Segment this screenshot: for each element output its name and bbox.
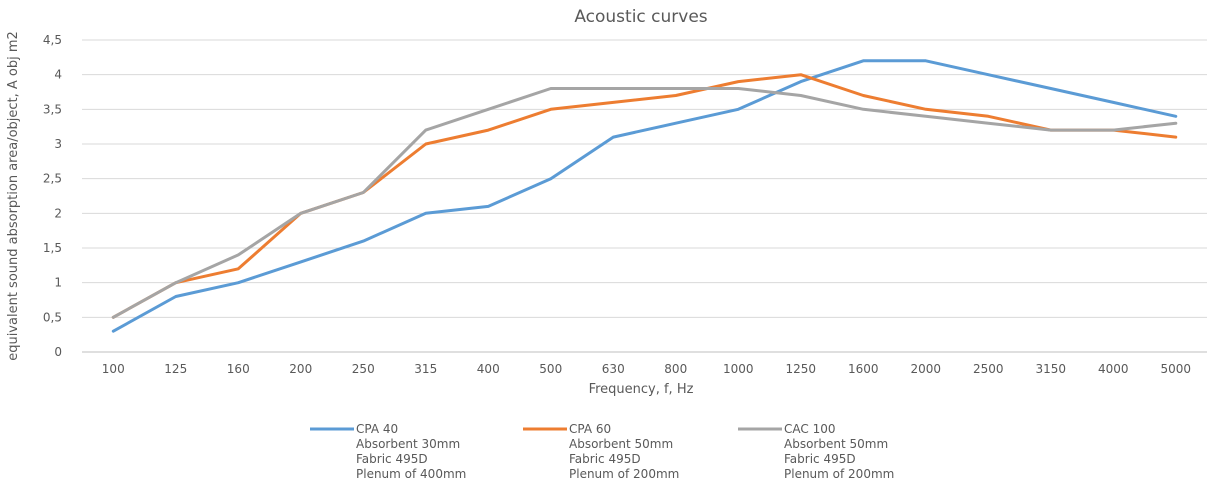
x-tick-label: 315 [414,362,437,376]
series-lines [111,59,1178,333]
x-tick-label: 400 [477,362,500,376]
series-line-1 [111,59,1178,333]
y-tick-label: 1,5 [43,241,62,255]
y-tick-label: 4 [54,68,62,82]
legend-label: CAC 100 [784,422,835,436]
x-tick-label: 200 [289,362,312,376]
legend-label: CPA 60 [569,422,611,436]
y-tick-label: 2 [54,206,62,220]
y-axis-tick-labels: 0 0,5 1 1,5 2 2,5 3 3,5 4 4,5 [43,33,62,359]
legend-label: Absorbent 30mm [356,437,460,451]
legend-label: Fabric 495D [356,452,428,466]
legend-label: Fabric 495D [784,452,856,466]
y-tick-label: 4,5 [43,33,62,47]
legend-label: Absorbent 50mm [569,437,673,451]
x-tick-label: 1250 [785,362,816,376]
x-tick-label: 1600 [848,362,879,376]
y-tick-label: 0 [54,345,62,359]
x-tick-label: 100 [102,362,125,376]
x-tick-label: 800 [664,362,687,376]
series-line-2 [111,73,1178,319]
x-tick-label: 2500 [973,362,1004,376]
x-tick-label: 630 [602,362,625,376]
series-line-3 [111,87,1178,319]
x-tick-label: 1000 [723,362,754,376]
y-tick-label: 3 [54,137,62,151]
legend-label: Fabric 495D [569,452,641,466]
gridlines [82,39,1207,353]
legend-label: Absorbent 50mm [784,437,888,451]
x-tick-label: 2000 [910,362,941,376]
x-axis-tick-labels: 100 125 160 200 250 315 400 500 630 800 1000 1250 16… [102,362,1191,376]
y-tick-label: 1 [54,276,62,290]
x-tick-label: 5000 [1160,362,1191,376]
x-tick-label: 125 [164,362,187,376]
legend-label: CPA 40 [356,422,398,436]
x-tick-label: 3150 [1035,362,1066,376]
x-tick-label: 500 [539,362,562,376]
x-tick-label: 250 [352,362,375,376]
legend-label: Plenum of 400mm [356,467,466,481]
y-tick-label: 3,5 [43,102,62,116]
legend-label: Plenum of 200mm [784,467,894,481]
y-tick-label: 2,5 [43,172,62,186]
y-tick-label: 0,5 [43,310,62,324]
x-tick-label: 160 [227,362,250,376]
x-axis-title: Frequency, f, Hz [589,382,694,397]
chart-title: Acoustic curves [574,7,707,27]
y-axis-title: equivalent sound absorption area/object,… [6,31,21,361]
legend-label: Plenum of 200mm [569,467,679,481]
x-tick-label: 4000 [1098,362,1129,376]
